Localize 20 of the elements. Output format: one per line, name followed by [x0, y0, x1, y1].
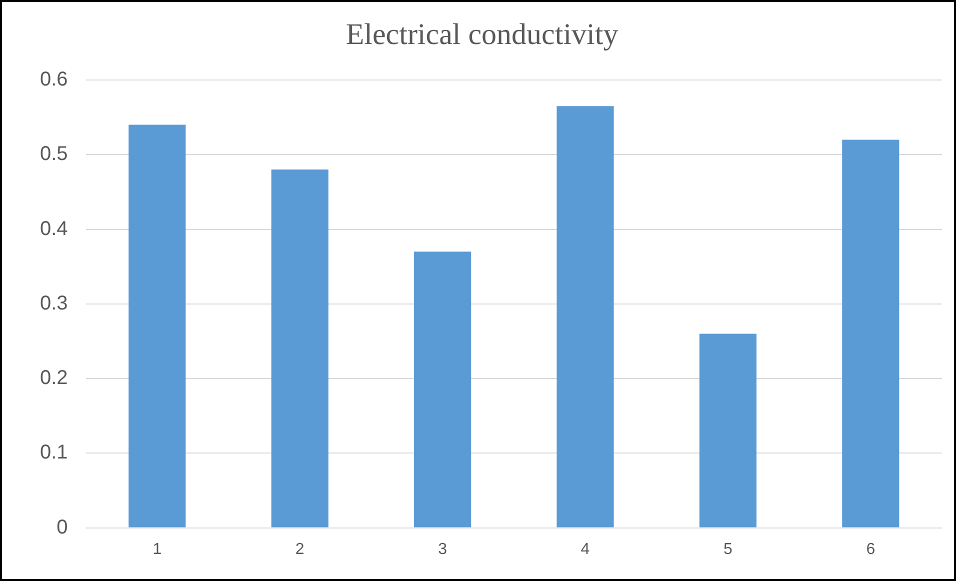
y-tick-label: 0 — [56, 516, 68, 538]
bar — [556, 106, 614, 528]
y-tick-label: 0.1 — [40, 442, 68, 464]
bar — [699, 334, 756, 528]
y-tick-label: 0.2 — [40, 367, 68, 390]
x-tick-label: 5 — [724, 540, 732, 558]
x-tick-label: 3 — [438, 540, 448, 558]
bar — [128, 124, 186, 528]
y-tick-label: 0.5 — [40, 143, 68, 166]
x-tick-label: 6 — [866, 540, 876, 558]
y-tick-label: 0.6 — [40, 68, 68, 91]
y-tick-label: 0.3 — [40, 292, 68, 314]
bar — [842, 140, 900, 528]
x-tick-label: 4 — [580, 540, 590, 558]
chart-title: Electrical conductivity — [346, 18, 618, 51]
x-tick-label: 2 — [295, 540, 304, 558]
bar — [271, 170, 328, 528]
y-tick-label: 0.4 — [40, 218, 68, 240]
x-tick-label: 1 — [152, 540, 162, 558]
bar — [414, 252, 472, 528]
